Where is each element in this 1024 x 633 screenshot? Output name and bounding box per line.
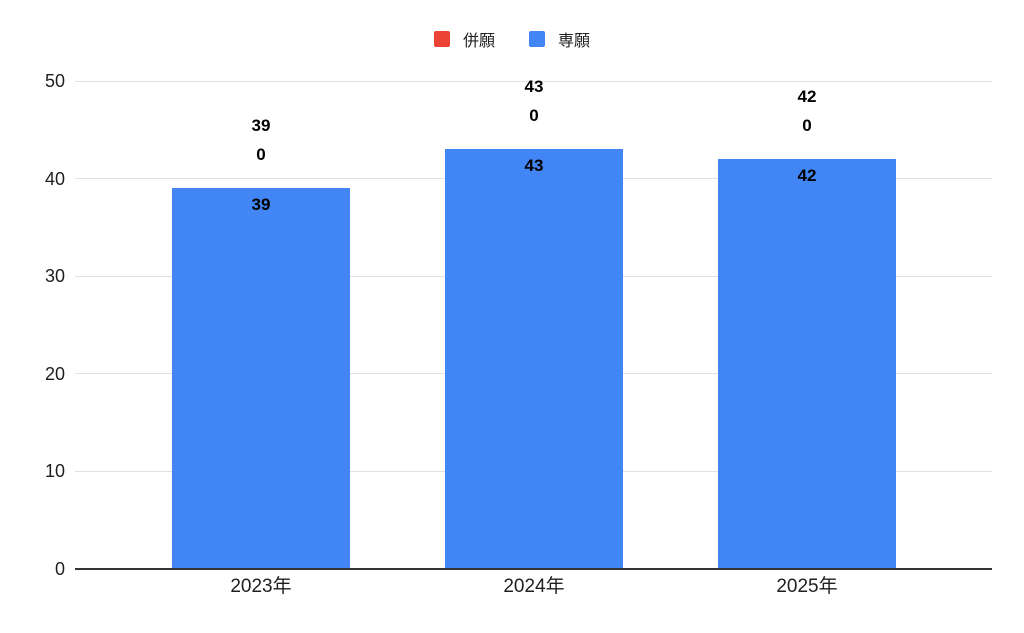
legend-swatch-red-icon <box>433 31 450 47</box>
y-axis-label: 40 <box>44 168 65 189</box>
legend-label-sengan: 専願 <box>558 33 591 50</box>
bar-value-label: 42 <box>797 166 817 186</box>
y-axis-label: 10 <box>44 461 65 482</box>
gridline <box>75 80 992 82</box>
legend-item-sengan[interactable]: 専願 <box>529 27 590 51</box>
bar-value-label: 39 <box>251 195 271 215</box>
x-axis-label: 2024年 <box>503 576 565 597</box>
chart-legend: 併願 専願 <box>0 27 1024 51</box>
legend-swatch-blue-icon <box>529 31 545 47</box>
bar-value-label: 43 <box>524 156 544 176</box>
bar-segment-専願[interactable] <box>718 159 896 569</box>
x-axis-label: 2025年 <box>776 576 838 597</box>
y-axis-label: 50 <box>44 71 65 91</box>
x-axis-baseline <box>75 568 992 570</box>
bar-segment-専願[interactable] <box>172 188 350 569</box>
legend-item-heigan[interactable]: 併願 <box>433 27 495 51</box>
total-label: 43 <box>524 77 544 97</box>
y-axis-label: 0 <box>54 559 65 579</box>
bar-segment-専願[interactable] <box>445 149 623 569</box>
y-axis-label: 20 <box>44 363 65 384</box>
total-label: 39 <box>251 116 271 136</box>
total-label: 42 <box>797 87 817 107</box>
x-axis-label: 2023年 <box>230 576 292 597</box>
legend-label-heigan: 併願 <box>462 33 495 50</box>
zero-series-label: 0 <box>802 116 812 136</box>
zero-series-label: 0 <box>256 145 266 165</box>
y-axis-label: 30 <box>44 266 65 287</box>
zero-series-label: 0 <box>529 106 539 126</box>
